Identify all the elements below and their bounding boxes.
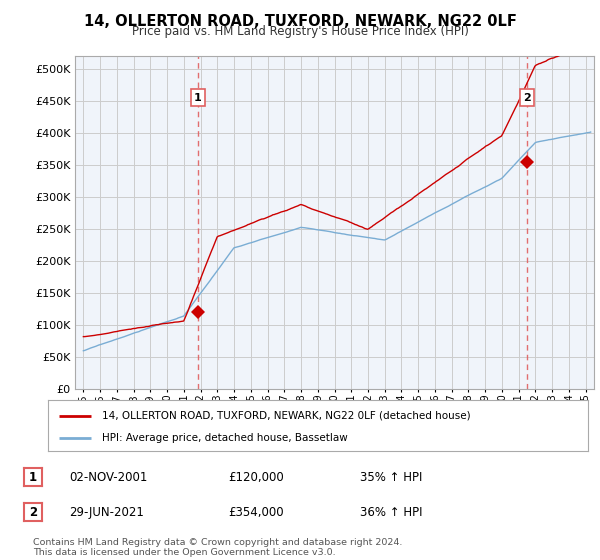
Text: 1: 1 <box>29 470 37 484</box>
Text: 02-NOV-2001: 02-NOV-2001 <box>69 470 148 484</box>
Text: 2: 2 <box>523 92 531 102</box>
Text: 1: 1 <box>194 92 202 102</box>
Text: 36% ↑ HPI: 36% ↑ HPI <box>360 506 422 519</box>
Text: HPI: Average price, detached house, Bassetlaw: HPI: Average price, detached house, Bass… <box>102 433 348 443</box>
Text: 14, OLLERTON ROAD, TUXFORD, NEWARK, NG22 0LF: 14, OLLERTON ROAD, TUXFORD, NEWARK, NG22… <box>83 14 517 29</box>
Text: 35% ↑ HPI: 35% ↑ HPI <box>360 470 422 484</box>
Text: £120,000: £120,000 <box>228 470 284 484</box>
Text: Price paid vs. HM Land Registry's House Price Index (HPI): Price paid vs. HM Land Registry's House … <box>131 25 469 38</box>
Text: 14, OLLERTON ROAD, TUXFORD, NEWARK, NG22 0LF (detached house): 14, OLLERTON ROAD, TUXFORD, NEWARK, NG22… <box>102 410 470 421</box>
Text: 29-JUN-2021: 29-JUN-2021 <box>69 506 144 519</box>
Text: £354,000: £354,000 <box>228 506 284 519</box>
Text: 2: 2 <box>29 506 37 519</box>
Text: Contains HM Land Registry data © Crown copyright and database right 2024.
This d: Contains HM Land Registry data © Crown c… <box>33 538 403 557</box>
